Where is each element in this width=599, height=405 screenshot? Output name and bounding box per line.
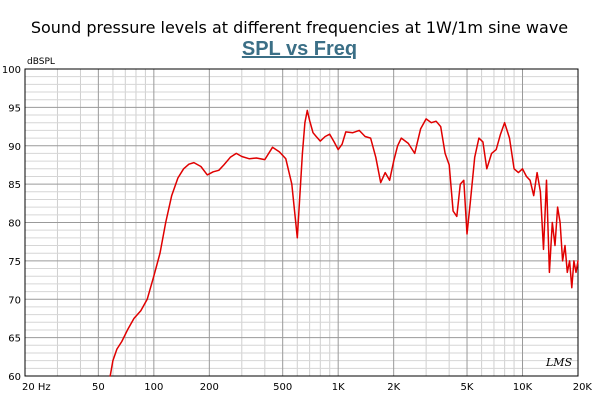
y-tick-label: 65 [8, 334, 21, 345]
lms-watermark: LMS [545, 356, 573, 369]
x-tick-label: 100 [144, 382, 163, 393]
x-tick-label: 500 [273, 382, 292, 393]
y-tick-label: 80 [8, 219, 21, 230]
x-tick-label: 2K [387, 382, 400, 393]
x-tick-label: 10K [513, 382, 533, 393]
x-tick-label: 5K [461, 382, 474, 393]
x-tick-label: 200 [200, 382, 219, 393]
chart-title: SPL vs Freq [241, 38, 358, 60]
y-tick-label: 70 [8, 295, 21, 306]
series-layer [109, 109, 579, 377]
page-description: Sound pressure levels at different frequ… [30, 18, 569, 37]
y-tick-label: 95 [8, 103, 21, 114]
x-tick-label: 1K [332, 382, 345, 393]
plot-frame [24, 68, 579, 377]
x-tick-label: 50 [92, 382, 105, 393]
y-axis-tick-labels: 60 65 70 75 80 85 90 95 100 [2, 65, 21, 383]
x-tick-label: 20 Hz [22, 382, 51, 393]
x-tick-label: 20K [573, 382, 593, 393]
y-tick-label: 60 [8, 372, 21, 383]
y-tick-label: 85 [8, 180, 21, 191]
y-tick-label: 100 [2, 65, 21, 76]
spl-series-line [109, 109, 579, 377]
x-axis-tick-labels: 20 Hz 50 100 200 500 1K 2K 5K 10K 20K [22, 382, 592, 393]
y-tick-label: 75 [8, 257, 21, 268]
y-tick-label: 90 [8, 142, 21, 153]
y-axis-label: dBSPL [27, 57, 55, 67]
